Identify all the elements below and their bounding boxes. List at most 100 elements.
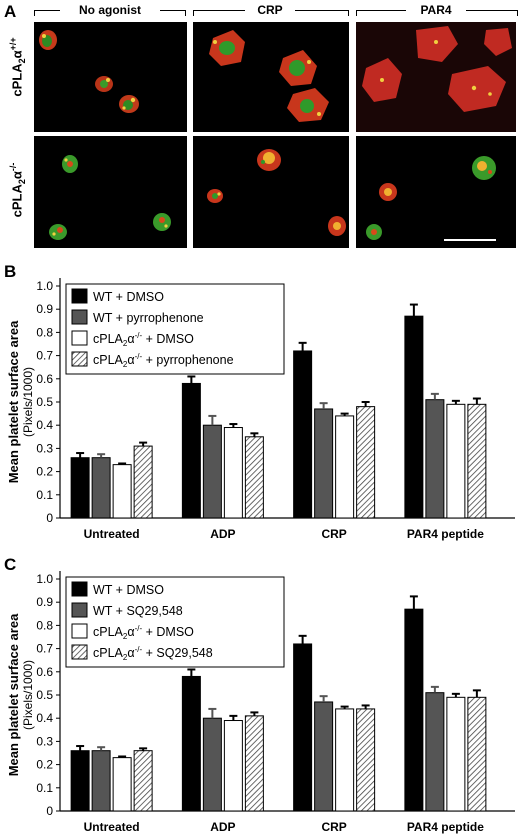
y-tick-label: 0.2 [36, 758, 53, 772]
legend-label-part: α [127, 625, 134, 639]
legend-label-part: + DMSO [142, 332, 194, 346]
bar [425, 399, 445, 519]
x-tick-label: PAR4 peptide [407, 820, 484, 834]
platelet-cell [62, 155, 78, 173]
micrograph-wt-par4 [356, 22, 516, 132]
legend-swatch [71, 581, 88, 597]
bar [467, 696, 487, 812]
bar [425, 692, 445, 812]
y-tick-label: 0.6 [36, 665, 53, 679]
legend-label-part: 2 [123, 632, 128, 641]
bar [133, 445, 153, 519]
bar [181, 382, 201, 519]
bar [133, 750, 153, 812]
bar [467, 403, 487, 519]
legend-swatch [71, 330, 88, 346]
bar [91, 750, 111, 812]
y-tick-label: 0.9 [36, 302, 53, 316]
bar [244, 715, 264, 812]
panel-c-letter: C [4, 555, 17, 574]
x-tick-label: CRP [321, 820, 346, 834]
micrograph-ko-crp [193, 136, 349, 248]
legend-swatch [71, 309, 88, 325]
platelet-cell [472, 156, 496, 180]
platelet-cell [49, 224, 67, 240]
y-tick-label: 0.8 [36, 618, 53, 632]
row-label-knockout: cPLA2α-/- [8, 140, 28, 240]
legend-label-part: + pyrrophenone [142, 353, 233, 367]
bar-chart-b: Mean platelet surface area (Pixels/1000)0… [6, 278, 515, 541]
y-tick-label: 0.1 [36, 781, 53, 795]
micrograph-wt-no-agonist [34, 22, 187, 132]
row-label-knockout-greek: α [9, 171, 25, 180]
legend-label: cPLA2α-/- + pyrrophenone [93, 352, 234, 369]
legend-label-part: -/- [135, 352, 143, 361]
bar [202, 424, 222, 519]
row-label-wildtype-greek: α [9, 50, 25, 59]
legend-label: WT + DMSO [93, 290, 164, 304]
y-tick-label: 0.3 [36, 734, 53, 748]
platelet-cell [279, 50, 317, 86]
legend-label: WT + SQ29,548 [93, 604, 183, 618]
platelet-cell [207, 189, 223, 203]
bar [446, 403, 466, 519]
bar [181, 675, 201, 812]
y-tick-label: 0.4 [36, 418, 53, 432]
x-tick-label: ADP [210, 527, 235, 541]
bar [223, 720, 243, 812]
y-axis-label: Mean platelet surface area [6, 320, 21, 483]
bar [293, 350, 313, 519]
legend-label-part: -/- [135, 645, 143, 654]
y-tick-label: 0.1 [36, 488, 53, 502]
legend-label-part: cPLA [93, 353, 124, 367]
bar [293, 643, 313, 812]
platelet-cell [448, 66, 506, 112]
legend-box [65, 576, 285, 668]
y-tick-label: 0.8 [36, 325, 53, 339]
y-axis-sublabel: (Pixels/1000) [21, 367, 35, 437]
row-label-wildtype: cPLA2α+/+ [8, 17, 28, 117]
micrograph-ko-par4 [356, 136, 516, 248]
bar-chart-c: Mean platelet surface area (Pixels/1000)0… [6, 571, 515, 834]
bar [244, 436, 264, 519]
x-tick-label: CRP [321, 527, 346, 541]
row-label-knockout-text: cPLA [9, 184, 25, 218]
bar [70, 457, 90, 519]
platelet-cell [257, 149, 281, 171]
legend-swatch [71, 288, 88, 304]
panel-a-letter: A [4, 2, 17, 21]
y-tick-label: 0 [46, 804, 53, 818]
legend-label: WT + DMSO [93, 583, 164, 597]
legend-swatch [71, 602, 88, 618]
y-axis-label: Mean platelet surface area [6, 613, 21, 776]
legend-label-part: α [127, 332, 134, 346]
legend-label-part: -/- [135, 331, 143, 340]
platelet-cell [328, 216, 346, 236]
y-tick-label: 0.5 [36, 688, 53, 702]
legend-label-part: cPLA [93, 646, 124, 660]
legend-label-part: + DMSO [142, 625, 194, 639]
bar [70, 750, 90, 812]
bar [446, 696, 466, 812]
bar [404, 315, 424, 519]
legend-label-part: α [127, 646, 134, 660]
bar [112, 464, 132, 519]
x-tick-label: PAR4 peptide [407, 527, 484, 541]
y-tick-label: 0.3 [36, 441, 53, 455]
y-tick-label: 0.4 [36, 711, 53, 725]
row-label-knockout-sub: 2 [16, 179, 27, 185]
x-tick-label: ADP [210, 820, 235, 834]
x-tick-label: Untreated [84, 527, 140, 541]
legend-label-part: 2 [123, 653, 128, 662]
platelet-cell [416, 26, 458, 62]
bar [314, 408, 334, 519]
bar [335, 708, 355, 812]
bar [314, 701, 334, 812]
legend-label: WT + pyrrophenone [93, 311, 204, 325]
y-tick-label: 0.2 [36, 465, 53, 479]
platelet-cell [119, 95, 139, 113]
row-label-wildtype-sup: +/+ [8, 37, 18, 51]
platelet-cell [484, 28, 512, 56]
y-tick-label: 1.0 [36, 279, 53, 293]
row-label-wildtype-sub: 2 [16, 58, 27, 64]
